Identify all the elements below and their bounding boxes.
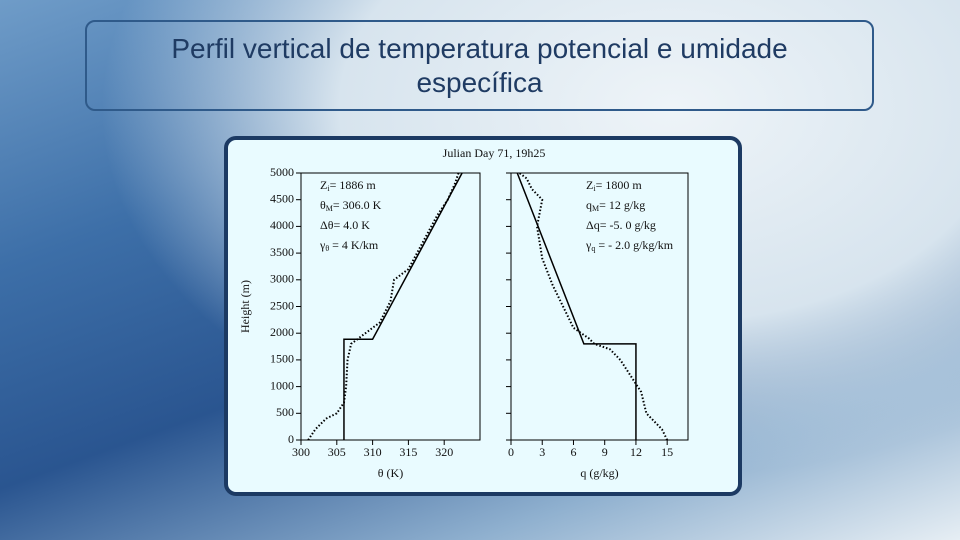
x-tick-label: 12: [630, 445, 642, 459]
x-tick-label: 9: [602, 445, 608, 459]
annotation-value: = -5. 0 g/kg: [600, 218, 656, 232]
annotation-subscript: i: [327, 184, 330, 193]
y-tick-label: 3000: [270, 272, 294, 286]
annotation-value: = 4.0 K: [333, 218, 370, 232]
slide-title: Perfil vertical de temperatura potencial…: [85, 20, 874, 111]
y-tick-label: 1500: [270, 352, 294, 366]
annotation: γq = - 2.0 g/kg/km: [585, 238, 674, 253]
annotation: qM= 12 g/kg: [586, 198, 645, 213]
annotation-symbol: γ: [585, 238, 592, 252]
x-axis-label: θ (K): [378, 466, 403, 480]
x-tick-label: 305: [328, 445, 346, 459]
x-tick-label: 300: [292, 445, 310, 459]
y-tick-label: 3500: [270, 245, 294, 259]
model-profile: [516, 172, 637, 440]
annotation: Δq= -5. 0 g/kg: [586, 218, 656, 232]
x-tick-label: 315: [399, 445, 417, 459]
x-axis-label: q (g/kg): [580, 466, 618, 480]
annotation: Δθ= 4.0 K: [320, 218, 370, 232]
y-tick-label: 5000: [270, 165, 294, 179]
annotation-subscript: q: [591, 244, 595, 253]
annotation-subscript: θ: [325, 244, 329, 253]
y-tick-label: 4000: [270, 218, 294, 232]
annotation-subscript: i: [593, 184, 596, 193]
annotation: γθ = 4 K/km: [319, 238, 379, 253]
x-tick-label: 6: [570, 445, 576, 459]
annotation-value: = 1800 m: [596, 178, 643, 192]
y-tick-label: 1000: [270, 378, 294, 392]
y-tick-label: 500: [276, 405, 294, 419]
x-tick-label: 310: [364, 445, 382, 459]
x-tick-label: 320: [435, 445, 453, 459]
annotation-value: = 4 K/km: [329, 238, 379, 252]
y-tick-label: 4500: [270, 191, 294, 205]
chart-frame: [224, 136, 742, 496]
annotation-symbol: θ: [320, 198, 326, 212]
y-tick-label: 2500: [270, 298, 294, 312]
x-tick-label: 3: [539, 445, 545, 459]
annotation-symbol: Δθ: [320, 218, 334, 232]
y-tick-label: 2000: [270, 325, 294, 339]
observed-profile: [518, 172, 669, 441]
y-tick-label: 0: [288, 432, 294, 446]
y-axis-label: Height (m): [238, 280, 252, 333]
annotation: θM= 306.0 K: [320, 198, 382, 213]
annotation-symbol: q: [586, 198, 592, 212]
annotation-value: = - 2.0 g/kg/km: [595, 238, 673, 252]
annotation-symbol: Δq: [586, 218, 600, 232]
annotation-symbol: Z: [320, 178, 327, 192]
annotation-symbol: γ: [319, 238, 326, 252]
chart-title: Julian Day 71, 19h25: [443, 146, 546, 160]
model-profile: [343, 172, 463, 440]
x-tick-label: 0: [508, 445, 514, 459]
annotation-value: = 12 g/kg: [599, 198, 645, 212]
annotation-subscript: M: [592, 204, 599, 213]
annotation-symbol: Z: [586, 178, 593, 192]
annotation-value: = 306.0 K: [333, 198, 382, 212]
annotation-subscript: M: [326, 204, 333, 213]
annotation-value: = 1886 m: [330, 178, 377, 192]
chart: 0500100015002000250030003500400045005000…: [224, 136, 742, 496]
annotation: Zi= 1800 m: [586, 178, 642, 193]
annotation: Zi= 1886 m: [320, 178, 376, 193]
x-tick-label: 15: [661, 445, 673, 459]
